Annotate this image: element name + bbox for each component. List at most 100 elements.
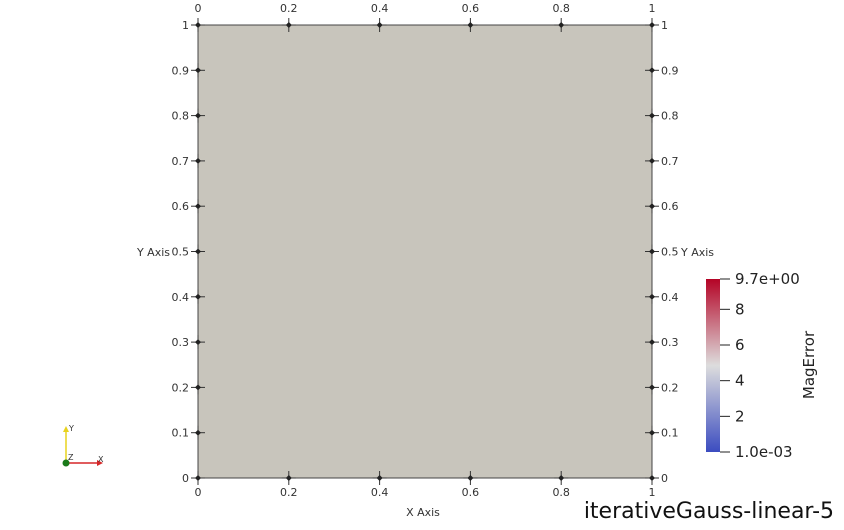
y-tick-label-left: 0.5 (172, 246, 190, 259)
x-tick-bottom-3 (463, 471, 478, 485)
orientation-axes-widget: Y Z X (62, 424, 104, 467)
y-tick-label-left: 1 (182, 19, 189, 32)
y-tick-label-left: 0.7 (172, 155, 190, 168)
x-tick-top-3-diamond (467, 22, 474, 28)
y-tick-label-right: 0.1 (661, 427, 679, 440)
y-tick-label-right: 0.3 (661, 336, 679, 349)
colorbar-label-3: 4 (735, 372, 745, 390)
x-tick-top-0 (191, 18, 205, 32)
y-tick-right-2-diamond (649, 384, 655, 391)
data-surface[interactable] (198, 25, 652, 478)
y-tick-right-9-diamond (649, 67, 655, 74)
y-tick-right-1-diamond (649, 429, 655, 436)
y-tick-right-5 (645, 244, 659, 259)
y-tick-left-1 (191, 425, 205, 440)
x-tick-bottom-0-diamond (195, 475, 201, 481)
y-tick-left-9 (191, 63, 205, 78)
y-tick-right-4 (645, 289, 659, 304)
y-tick-right-3-diamond (649, 339, 655, 346)
y-tick-label-left: 0.3 (172, 336, 190, 349)
y-tick-right-1 (645, 425, 659, 440)
y-tick-label-right: 0.5 (661, 246, 679, 259)
y-tick-left-9-diamond (195, 67, 201, 74)
colorbar-label-5: 1.0e-03 (735, 443, 793, 461)
y-axis-title-left: Y Axis (136, 246, 170, 259)
x-tick-bottom-2 (372, 471, 387, 485)
x-tick-top-5 (645, 18, 659, 32)
y-tick-left-8 (191, 108, 205, 123)
y-tick-left-1-diamond (195, 429, 201, 436)
colorbar: 9.7e+00 8 6 4 2 1.0e-03 MagError (706, 270, 818, 461)
x-tick-label-bottom: 1 (649, 486, 656, 499)
y-tick-right-3 (645, 335, 659, 350)
x-tick-label-bottom: 0.4 (371, 486, 389, 499)
y-tick-right-9 (645, 63, 659, 78)
y-tick-left-4-diamond (195, 293, 201, 300)
orientation-y-arrowhead (63, 426, 69, 432)
y-tick-label-left: 0 (182, 472, 189, 485)
y-tick-label-right: 0.7 (661, 155, 679, 168)
y-tick-label-right: 0.8 (661, 110, 679, 123)
x-tick-label-bottom: 0 (195, 486, 202, 499)
x-tick-top-3 (463, 18, 478, 32)
colorbar-gradient (706, 279, 720, 452)
orientation-z-label: Z (68, 453, 74, 462)
y-tick-label-left: 0.4 (172, 291, 190, 304)
y-tick-left-3 (191, 335, 205, 350)
colorbar-label-0: 9.7e+00 (735, 270, 800, 288)
x-tick-label-bottom: 0.2 (280, 486, 298, 499)
y-tick-right-5-diamond (649, 248, 655, 255)
y-tick-right-2 (645, 380, 659, 395)
x-tick-top-0-diamond (195, 22, 201, 28)
y-tick-label-right: 0.4 (661, 291, 679, 304)
y-tick-left-5-diamond (195, 248, 201, 255)
y-tick-left-4 (191, 289, 205, 304)
x-tick-top-2-diamond (376, 22, 383, 28)
colorbar-ticks: 9.7e+00 8 6 4 2 1.0e-03 (720, 270, 800, 461)
y-tick-right-8 (645, 108, 659, 123)
y-tick-label-right: 0.2 (661, 381, 679, 394)
y-tick-left-6-diamond (195, 203, 201, 210)
x-tick-bottom-5-diamond (649, 475, 655, 481)
y-tick-right-7-diamond (649, 157, 655, 164)
colorbar-title: MagError (800, 330, 818, 399)
x-tick-bottom-4 (554, 471, 569, 485)
x-tick-bottom-4-diamond (558, 475, 565, 481)
y-tick-left-7 (191, 153, 205, 168)
x-tick-label-top: 0.8 (552, 2, 570, 15)
orientation-x-label: X (98, 455, 104, 464)
y-tick-label-left: 0.1 (172, 427, 190, 440)
x-tick-label-top: 0.6 (462, 2, 480, 15)
x-tick-label-top: 0.4 (371, 2, 389, 15)
x-tick-bottom-2-diamond (376, 475, 383, 481)
render-caption: iterativeGauss-linear-5 (583, 499, 834, 524)
y-tick-label-left: 0.9 (172, 64, 190, 77)
x-tick-bottom-5 (645, 471, 659, 485)
y-tick-left-7-diamond (195, 157, 201, 164)
x-tick-bottom-3-diamond (467, 475, 474, 481)
y-tick-right-8-diamond (649, 112, 655, 119)
y-tick-left-8-diamond (195, 112, 201, 119)
x-tick-bottom-1-diamond (285, 475, 292, 481)
y-tick-right-6 (645, 199, 659, 214)
y-tick-left-2-diamond (195, 384, 201, 391)
x-tick-label-top: 1 (649, 2, 656, 15)
y-tick-right-7 (645, 153, 659, 168)
y-tick-left-5 (191, 244, 205, 259)
colorbar-label-4: 2 (735, 407, 745, 425)
y-tick-label-left: 0.2 (172, 381, 190, 394)
y-tick-label-left: 0.6 (172, 200, 190, 213)
y-axis-title-right: Y Axis (680, 246, 714, 259)
y-tick-left-6 (191, 199, 205, 214)
y-tick-label-right: 1 (661, 19, 668, 32)
y-tick-label-right: 0.9 (661, 64, 679, 77)
y-tick-right-4-diamond (649, 293, 655, 300)
orientation-z-axis-dot (62, 459, 70, 467)
x-tick-label-top: 0.2 (280, 2, 298, 15)
colorbar-label-1: 8 (735, 300, 745, 318)
orientation-y-label: Y (68, 424, 74, 433)
x-tick-top-4 (554, 18, 569, 32)
y-tick-right-6-diamond (649, 203, 655, 210)
x-tick-label-top: 0 (195, 2, 202, 15)
